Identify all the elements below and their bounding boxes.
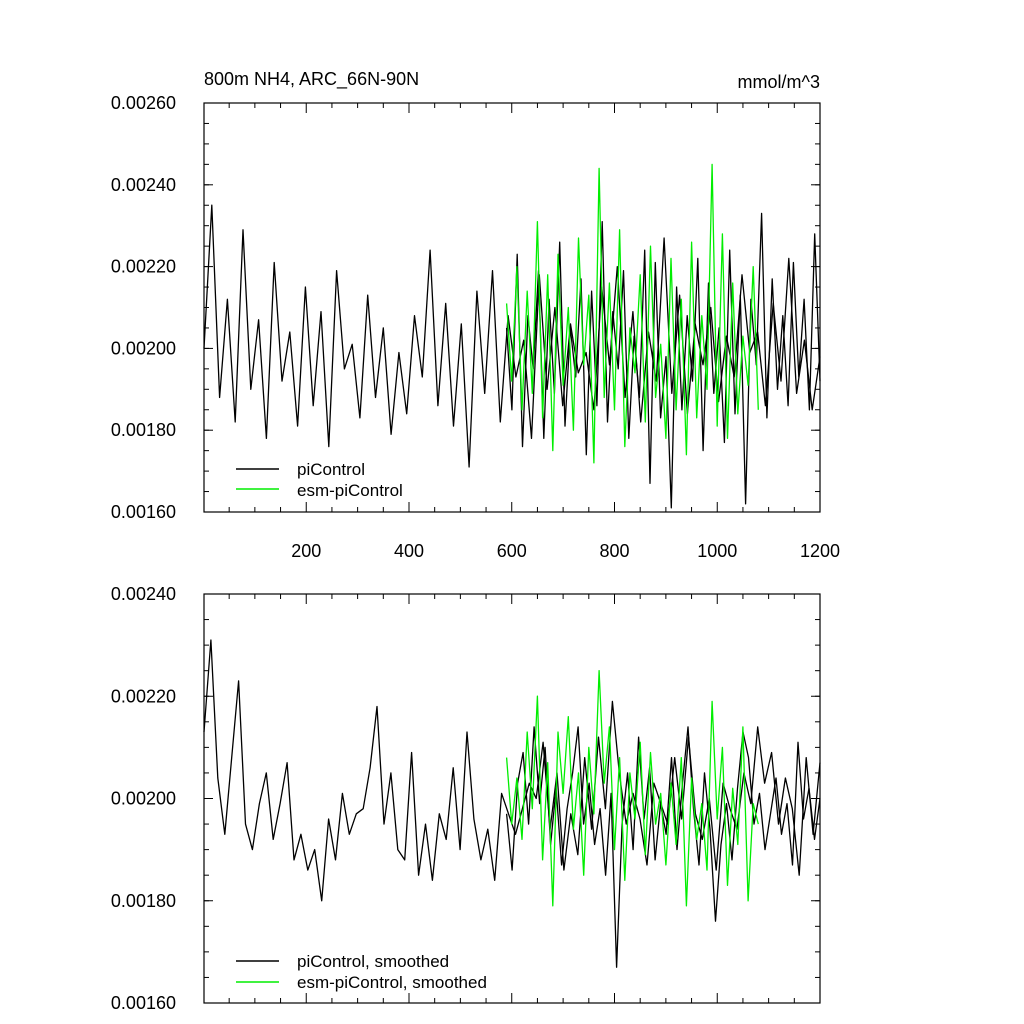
x-tick-label: 1000 <box>697 541 737 561</box>
legend-label-esm-picontrol-smoothed: esm-piControl, smoothed <box>297 973 487 992</box>
x-tick-label: 1200 <box>800 541 840 561</box>
legend-label-esm-picontrol: esm-piControl <box>297 481 403 500</box>
top-series-line-picontrol-0 <box>203 204 821 468</box>
y-tick-label: 0.00200 <box>111 789 176 809</box>
y-tick-label: 0.00220 <box>111 686 176 706</box>
y-tick-label: 0.00180 <box>111 891 176 911</box>
x-tick-label: 400 <box>394 541 424 561</box>
legend-label-picontrol-smoothed: piControl, smoothed <box>297 952 449 971</box>
y-tick-label: 0.00260 <box>111 93 176 113</box>
y-tick-label: 0.00160 <box>111 993 176 1013</box>
chart-title: 800m NH4, ARC_66N-90N <box>204 69 419 90</box>
bottom-panel: 0.00160 0.00180 0.00200 0.00220 0.00240 piCo… <box>111 584 821 1013</box>
top-legend: piControl esm-piControl <box>236 460 403 500</box>
x-tick-label: 600 <box>497 541 527 561</box>
bottom-plot-frame <box>203 593 821 1004</box>
y-tick-label: 0.00180 <box>111 420 176 440</box>
top-plot-frame <box>203 102 821 513</box>
x-tick-label: 800 <box>599 541 629 561</box>
x-tick-label: 200 <box>291 541 321 561</box>
top-series-line-esm-picontrol-2 <box>505 163 759 464</box>
top-series-lines <box>203 163 821 509</box>
bottom-series-lines <box>203 639 821 968</box>
y-tick-label: 0.00200 <box>111 338 176 358</box>
y-tick-label: 0.00160 <box>111 502 176 522</box>
bottom-series-line-picontrol-smoothed-1 <box>505 726 821 968</box>
y-tick-label: 0.00240 <box>111 175 176 195</box>
top-ticks: 0.00160 0.00180 0.00200 0.00220 0.00240 0.002… <box>111 93 840 561</box>
legend-label-picontrol: piControl <box>297 460 365 479</box>
top-panel: 800m NH4, ARC_66N-90N mmol/m^3 0.001600.… <box>111 69 840 561</box>
bottom-series-line-esm-picontrol-smoothed-2 <box>505 670 759 907</box>
bottom-legend: piControl, smoothed esm-piControl, smoot… <box>236 952 487 992</box>
y-tick-label: 0.00240 <box>111 584 176 604</box>
units-label: mmol/m^3 <box>738 72 820 92</box>
bottom-ticks: 0.00160 0.00180 0.00200 0.00220 0.00240 <box>111 584 821 1013</box>
y-tick-label: 0.00220 <box>111 257 176 277</box>
